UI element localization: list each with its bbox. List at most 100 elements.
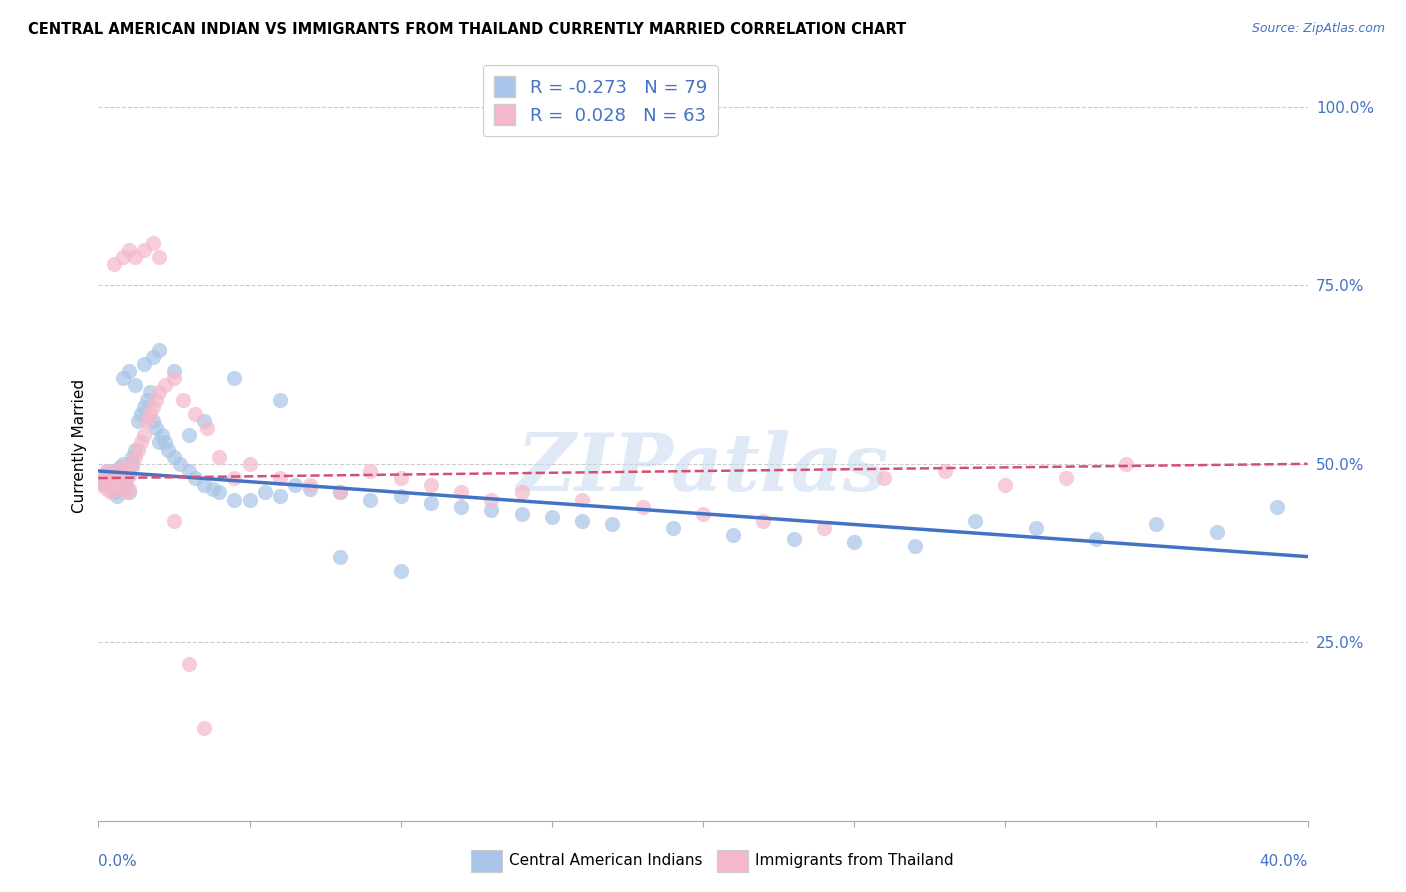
Point bbox=[692, 507, 714, 521]
Point bbox=[105, 478, 128, 492]
Point bbox=[299, 478, 322, 492]
Point bbox=[783, 532, 806, 546]
Point bbox=[179, 657, 201, 671]
Point bbox=[994, 478, 1017, 492]
Point bbox=[450, 485, 472, 500]
Point bbox=[121, 450, 143, 464]
Point bbox=[114, 464, 136, 478]
Point bbox=[148, 343, 170, 357]
Point bbox=[103, 464, 125, 478]
Point bbox=[139, 407, 162, 421]
Point bbox=[193, 721, 215, 735]
Point bbox=[105, 471, 128, 485]
Point bbox=[148, 435, 170, 450]
Point bbox=[269, 489, 291, 503]
Point bbox=[121, 460, 143, 475]
Point bbox=[184, 471, 207, 485]
Point bbox=[108, 460, 131, 475]
Point bbox=[111, 457, 134, 471]
Point bbox=[904, 539, 927, 553]
Point bbox=[481, 503, 503, 517]
Point bbox=[103, 257, 125, 271]
Text: Immigrants from Thailand: Immigrants from Thailand bbox=[755, 854, 953, 868]
Point bbox=[124, 442, 146, 457]
Point bbox=[132, 400, 155, 414]
Point bbox=[934, 464, 956, 478]
Point bbox=[129, 407, 152, 421]
Point bbox=[139, 385, 162, 400]
Text: CENTRAL AMERICAN INDIAN VS IMMIGRANTS FROM THAILAND CURRENTLY MARRIED CORRELATIO: CENTRAL AMERICAN INDIAN VS IMMIGRANTS FR… bbox=[28, 22, 907, 37]
Point bbox=[360, 492, 382, 507]
Y-axis label: Currently Married: Currently Married bbox=[72, 379, 87, 513]
Point bbox=[103, 475, 125, 489]
Text: 40.0%: 40.0% bbox=[1260, 855, 1308, 870]
Point bbox=[93, 471, 115, 485]
Point bbox=[118, 485, 141, 500]
Point bbox=[540, 510, 562, 524]
Point bbox=[813, 521, 835, 535]
Point bbox=[360, 464, 382, 478]
Point bbox=[103, 464, 125, 478]
Point bbox=[1024, 521, 1046, 535]
Point bbox=[224, 492, 246, 507]
Point bbox=[124, 450, 146, 464]
Point bbox=[108, 467, 131, 482]
Point bbox=[153, 378, 176, 392]
Point bbox=[114, 464, 136, 478]
Point bbox=[269, 471, 291, 485]
Point bbox=[163, 514, 186, 528]
Point bbox=[111, 482, 134, 496]
Point bbox=[163, 371, 186, 385]
Point bbox=[662, 521, 685, 535]
Point bbox=[111, 460, 134, 475]
Point bbox=[90, 478, 112, 492]
Point bbox=[96, 464, 118, 478]
Point bbox=[208, 450, 231, 464]
Point bbox=[510, 507, 533, 521]
Point bbox=[602, 517, 624, 532]
Point bbox=[873, 471, 896, 485]
Point bbox=[142, 414, 165, 428]
Point bbox=[284, 478, 307, 492]
Legend: R = -0.273   N = 79, R =  0.028   N = 63: R = -0.273 N = 79, R = 0.028 N = 63 bbox=[482, 65, 717, 136]
Point bbox=[105, 489, 128, 503]
Point bbox=[145, 421, 167, 435]
Point bbox=[103, 485, 125, 500]
Point bbox=[132, 357, 155, 371]
Point bbox=[124, 250, 146, 264]
Point bbox=[100, 482, 122, 496]
Point bbox=[631, 500, 654, 514]
Point bbox=[571, 492, 593, 507]
Point bbox=[118, 364, 141, 378]
Point bbox=[239, 492, 262, 507]
Point bbox=[571, 514, 593, 528]
Text: Source: ZipAtlas.com: Source: ZipAtlas.com bbox=[1251, 22, 1385, 36]
Point bbox=[114, 485, 136, 500]
Point bbox=[108, 482, 131, 496]
Point bbox=[142, 350, 165, 364]
Point bbox=[93, 471, 115, 485]
Point bbox=[329, 549, 352, 564]
Point bbox=[329, 485, 352, 500]
Point bbox=[135, 392, 157, 407]
Point bbox=[224, 471, 246, 485]
Point bbox=[163, 364, 186, 378]
Point bbox=[169, 457, 191, 471]
Text: Central American Indians: Central American Indians bbox=[509, 854, 703, 868]
Point bbox=[118, 467, 141, 482]
Point bbox=[184, 407, 207, 421]
Point bbox=[1085, 532, 1108, 546]
Point bbox=[420, 496, 443, 510]
Point bbox=[329, 485, 352, 500]
Point bbox=[193, 478, 215, 492]
Point bbox=[96, 482, 118, 496]
Point bbox=[145, 392, 167, 407]
Point bbox=[1054, 471, 1077, 485]
Point bbox=[96, 464, 118, 478]
Point bbox=[420, 478, 443, 492]
Point bbox=[224, 371, 246, 385]
Point bbox=[253, 485, 276, 500]
Point bbox=[127, 414, 149, 428]
Point bbox=[108, 475, 131, 489]
Point bbox=[118, 467, 141, 482]
